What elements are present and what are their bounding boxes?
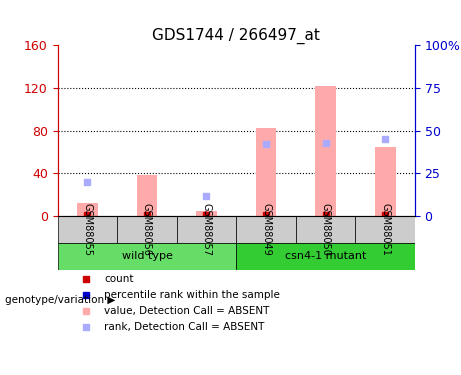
FancyBboxPatch shape [296,216,355,243]
FancyBboxPatch shape [236,216,296,243]
Text: GSM88050: GSM88050 [320,203,331,256]
Bar [196,211,217,216]
FancyBboxPatch shape [58,243,236,270]
Bar [136,176,157,216]
Text: percentile rank within the sample: percentile rank within the sample [104,290,280,300]
Bar [375,147,396,216]
FancyBboxPatch shape [236,243,415,270]
Text: count: count [104,274,134,284]
Text: GSM88051: GSM88051 [380,203,390,256]
FancyBboxPatch shape [58,216,117,243]
Text: GSM88055: GSM88055 [83,203,92,256]
Bar [77,203,98,216]
Bar [315,86,336,216]
Bar [255,128,277,216]
Title: GDS1744 / 266497_at: GDS1744 / 266497_at [152,27,320,44]
FancyBboxPatch shape [355,216,415,243]
Text: GSM88056: GSM88056 [142,203,152,256]
Text: genotype/variation ▶: genotype/variation ▶ [5,295,115,305]
Text: GSM88049: GSM88049 [261,203,271,256]
Text: GSM88057: GSM88057 [201,203,212,256]
FancyBboxPatch shape [177,216,236,243]
FancyBboxPatch shape [117,216,177,243]
Text: rank, Detection Call = ABSENT: rank, Detection Call = ABSENT [104,322,265,332]
Text: csn4-1 mutant: csn4-1 mutant [285,251,366,261]
Text: value, Detection Call = ABSENT: value, Detection Call = ABSENT [104,306,269,316]
Text: wild type: wild type [122,251,172,261]
